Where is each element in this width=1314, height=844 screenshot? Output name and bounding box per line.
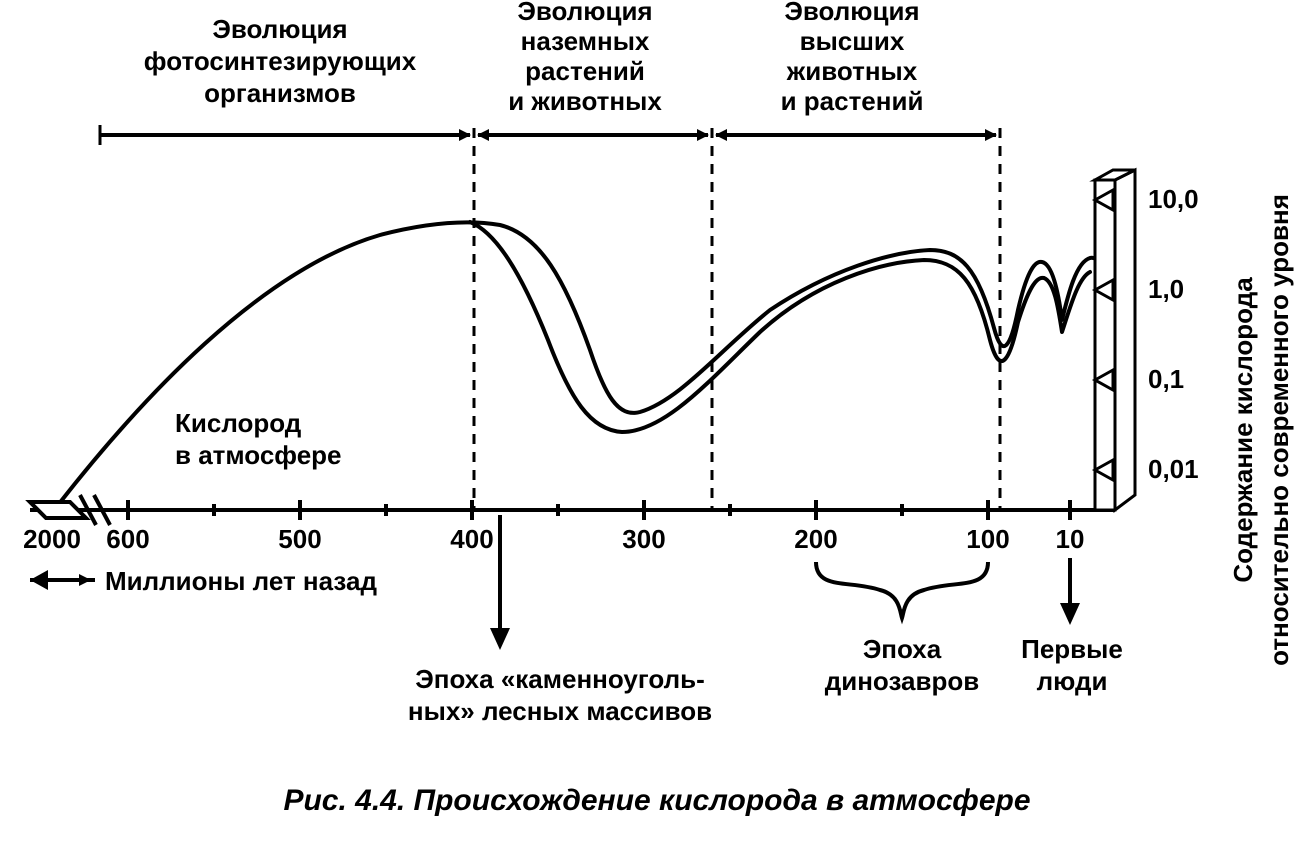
annotation-humans: Первые люди bbox=[1021, 558, 1123, 696]
span1-line3: организмов bbox=[204, 78, 356, 108]
y-axis-label: Содержание кислорода относительно соврем… bbox=[1228, 194, 1294, 666]
ytick-10: 10,0 bbox=[1148, 184, 1199, 214]
span3-line2: высших bbox=[800, 26, 905, 56]
curve-label-line1: Кислород bbox=[175, 408, 302, 438]
figure-caption: Рис. 4.4. Происхождение кислорода в атмо… bbox=[283, 784, 1030, 817]
xtick-2000: 2000 bbox=[23, 524, 81, 554]
span2-line4: и животных bbox=[508, 86, 662, 116]
xtick-600: 600 bbox=[106, 524, 149, 554]
oxygen-evolution-chart: Эволюция фотосинтезирующих организмов Эв… bbox=[0, 0, 1314, 844]
ann3-line1: Первые bbox=[1021, 634, 1123, 664]
xtick-500: 500 bbox=[278, 524, 321, 554]
annotation-dinosaurs: Эпоха динозавров bbox=[816, 562, 988, 696]
span1-line1: Эволюция bbox=[212, 14, 347, 44]
top-span-labels: Эволюция фотосинтезирующих организмов Эв… bbox=[144, 0, 924, 116]
ann1-line2: ных» лесных массивов bbox=[408, 696, 712, 726]
xtick-400: 400 bbox=[450, 524, 493, 554]
y-axis-bar bbox=[1095, 170, 1135, 510]
span2-line2: наземных bbox=[521, 26, 650, 56]
ytick-1: 1,0 bbox=[1148, 274, 1184, 304]
ann2-line2: динозавров bbox=[825, 666, 980, 696]
x-axis bbox=[30, 495, 1115, 525]
ann3-line2: люди bbox=[1037, 666, 1108, 696]
span3-line3: животных bbox=[786, 56, 918, 86]
span2-line3: растений bbox=[525, 56, 645, 86]
y-axis-label-line1: Содержание кислорода bbox=[1228, 277, 1258, 583]
span3-line4: и растений bbox=[781, 86, 924, 116]
xtick-10: 10 bbox=[1056, 524, 1085, 554]
span1-line2: фотосинтезирующих bbox=[144, 46, 417, 76]
curve-label: Кислород в атмосфере bbox=[175, 408, 342, 470]
x-axis-label: Миллионы лет назад bbox=[105, 566, 377, 596]
x-tick-labels: 2000 600 500 400 300 200 100 10 bbox=[23, 524, 1084, 554]
vertical-dashes bbox=[474, 128, 1000, 510]
xtick-300: 300 bbox=[622, 524, 665, 554]
ann2-line1: Эпоха bbox=[863, 634, 942, 664]
ann1-line1: Эпоха «каменноуголь- bbox=[415, 664, 705, 694]
xtick-100: 100 bbox=[966, 524, 1009, 554]
y-axis-label-line2: относительно современного уровня bbox=[1264, 194, 1294, 666]
span2-line1: Эволюция bbox=[517, 0, 652, 26]
xtick-200: 200 bbox=[794, 524, 837, 554]
curve-label-line2: в атмосфере bbox=[175, 440, 342, 470]
ytick-001: 0,01 bbox=[1148, 454, 1199, 484]
span3-line1: Эволюция bbox=[784, 0, 919, 26]
ytick-01: 0,1 bbox=[1148, 364, 1184, 394]
x-axis-label-group: Миллионы лет назад bbox=[30, 566, 377, 596]
y-tick-labels: 10,0 1,0 0,1 0,01 bbox=[1148, 184, 1199, 484]
